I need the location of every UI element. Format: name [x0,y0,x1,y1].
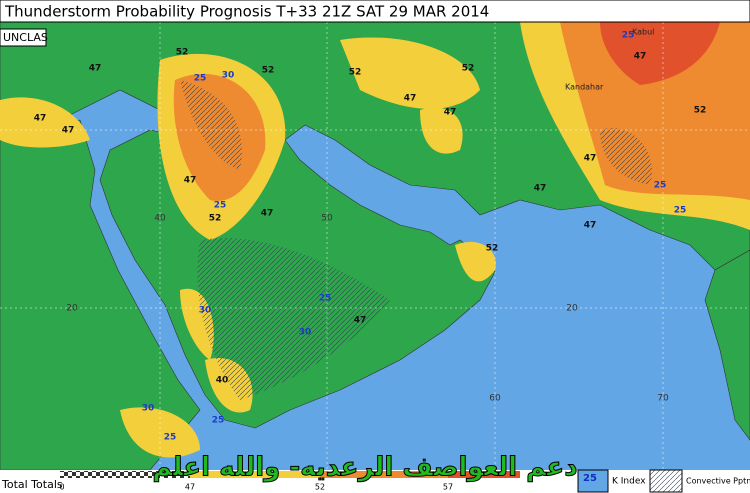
graticule-label: 40 [154,214,166,224]
graticule-label: 50 [321,214,333,224]
contour-label: 25 [212,416,225,426]
zone-yellow [455,241,496,282]
map: Kandahar Kabul 20 20 40 50 60 70 47 52 47 47 25 30 52 4… [0,22,750,470]
graticule-label: 20 [566,304,578,314]
classification: UNCLAS [3,31,48,44]
contour-label: 47 [354,316,367,326]
zone-yellow [420,107,463,154]
contour-label: 25 [319,294,332,304]
scale-tick-label: 52 [315,483,325,492]
contour-label: 52 [462,64,475,74]
scale-ticks: 0 47 52 57 [59,483,453,492]
scale-tick-label: 57 [443,483,453,492]
place-name: Kandahar [565,83,604,92]
contour-label: 47 [534,184,547,194]
convective-swatch [649,469,683,493]
contour-label: 25 [164,433,177,443]
contour-label: 47 [89,64,102,74]
contour-label: 30 [142,404,155,414]
contour-label: 47 [584,154,597,164]
zone-convective [197,238,390,400]
contour-label: 47 [444,108,457,118]
contour-label: 52 [486,244,499,254]
contour-label: 47 [184,176,197,186]
zone-convective [180,80,242,170]
title: Thunderstorm Probability Prognosis T+33 … [4,3,489,21]
graticule [0,22,750,470]
classification-box [0,28,47,47]
contour-label: 47 [404,94,417,104]
contour-label: 47 [261,209,274,219]
graticule-label: 70 [657,394,669,404]
k-index-sample: 25 [583,473,597,484]
zone-convective [600,128,652,185]
scale-tick-label: 47 [185,483,195,492]
contour-label: 30 [199,306,212,316]
map-labels: Kandahar Kabul 20 20 40 50 60 70 47 52 47 47 25 30 52 4… [34,28,707,443]
contour-label: 52 [262,66,275,76]
contour-label: 30 [299,328,312,338]
place-name: Kabul [632,28,654,37]
contour-label: 40 [216,376,229,386]
contour-label: 25 [622,31,635,41]
contour-label: 25 [654,181,667,191]
scale-segment [190,471,320,478]
contour-label: 30 [222,71,235,81]
land-africa [0,119,201,470]
convective-label: Convective Pptn [686,477,750,486]
contour-label: 52 [209,214,222,224]
graticule-label: 60 [489,394,501,404]
title-bar [0,0,750,23]
contour-label: 52 [349,68,362,78]
contour-label: 47 [62,126,75,136]
contour-label: 25 [674,206,687,216]
scale-segment [448,471,520,478]
zone-red [600,22,720,85]
contour-label: 47 [34,114,47,124]
graticule-label: 20 [66,304,78,314]
scale-tick-label: 0 [59,483,64,492]
scale-segment [60,471,190,478]
legend-title: Total Totals [1,478,63,491]
zone-yellow [340,37,480,109]
contour-label: 47 [584,221,597,231]
contour-label: 25 [194,74,207,84]
contour-label: 25 [214,201,227,211]
banner: دعم العواصف الرعديه- والله اعلم [152,453,577,483]
land-india [704,249,750,441]
zone-yellow [0,97,90,148]
contour-label: 47 [634,52,647,62]
k-index-swatch [577,469,609,493]
k-index-label: K Index [612,477,646,487]
contour-label: 52 [176,48,189,58]
contour-label: 52 [694,106,707,116]
scale-segment [320,471,448,478]
